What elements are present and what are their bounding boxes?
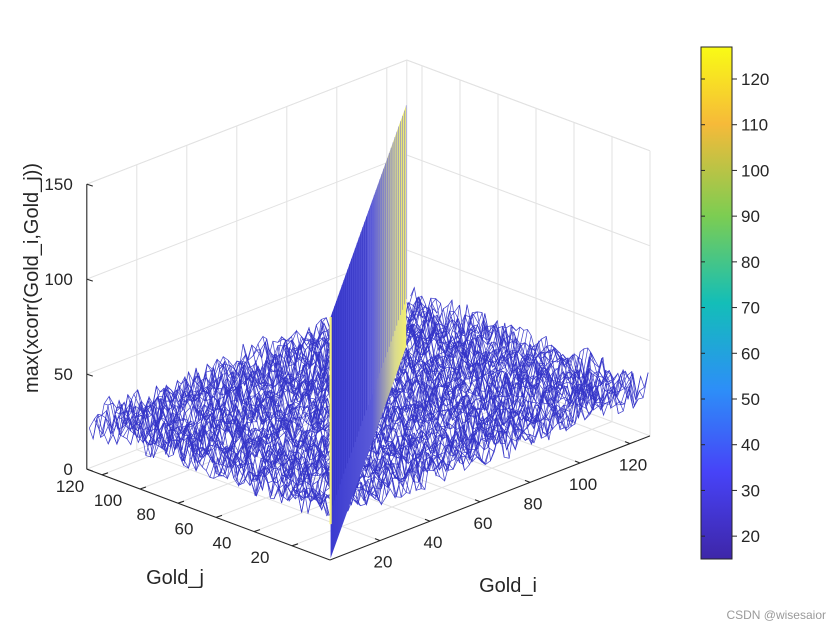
mesh-line: [406, 296, 634, 409]
x-axis-label: Gold_i: [479, 575, 537, 597]
colorbar-tick-label: 120: [741, 70, 769, 89]
mesh-line: [350, 356, 600, 473]
x-tick-label: 100: [569, 475, 597, 494]
mesh-line: [367, 335, 547, 424]
colorbar-tick-label: 80: [741, 253, 760, 272]
mesh-line: [364, 413, 460, 472]
mesh-line: [356, 351, 581, 466]
z-tick-label: 100: [44, 270, 72, 289]
mesh-line: [349, 357, 604, 479]
x-tick-label: 40: [424, 533, 443, 552]
x-tick-label: 80: [524, 494, 543, 513]
mesh-line: [369, 341, 540, 422]
mesh-line: [379, 325, 509, 393]
z-tick-label: 0: [63, 460, 72, 479]
y-tick: [215, 514, 223, 518]
y-tick: [177, 500, 185, 504]
mesh-line: [108, 396, 332, 508]
mesh-line: [353, 353, 592, 472]
y-tick: [253, 529, 261, 533]
colorbar-tick-label: 70: [741, 299, 760, 318]
mesh-line: [372, 335, 532, 419]
mesh-line: [355, 348, 585, 451]
y-gridline: [291, 136, 613, 547]
z-tick: [86, 468, 93, 472]
x-gridline: [136, 164, 381, 542]
mesh-line: [388, 313, 479, 369]
y-axis-line: [86, 468, 331, 561]
box-edge: [86, 59, 651, 185]
x-tick: [624, 441, 631, 445]
z-gridline: [86, 59, 651, 185]
mesh-line: [322, 503, 329, 516]
mesh-line: [363, 360, 558, 433]
colorbar-tick-label: 50: [741, 390, 760, 409]
x-tick: [424, 518, 431, 522]
mesh-line: [401, 302, 438, 333]
mesh-line: [370, 336, 536, 424]
mesh-line: [338, 370, 638, 514]
mesh-line: [374, 330, 525, 413]
z-tick: [86, 278, 93, 282]
colorbar-tick-label: 110: [741, 116, 768, 135]
mesh-line: [351, 351, 596, 476]
y-tick: [291, 543, 299, 547]
x-tick-label: 60: [474, 514, 493, 533]
y-axis-label: Gold_j: [146, 567, 204, 589]
y-tick: [139, 486, 147, 490]
colorbar: 20 30 40 50 60 70 80 90 100 110 120: [700, 46, 769, 560]
z-tick-label: 50: [54, 365, 73, 384]
y-gridline: [177, 94, 499, 504]
mesh-line: [409, 287, 415, 305]
colorbar-ticks: 20 30 40 50 60 70 80 90 100 110 120: [701, 70, 769, 546]
mesh-line: [404, 298, 430, 331]
z-axis-label: max(xcorr(Gold_i,Gold_j)): [21, 163, 43, 393]
mesh-line: [335, 372, 649, 517]
x-tick: [474, 499, 481, 503]
z-tick: [86, 183, 93, 187]
mesh-line: [408, 308, 419, 322]
colorbar-tick-label: 90: [741, 207, 760, 226]
colorbar-tick-label: 40: [741, 436, 760, 455]
mesh-line: [377, 324, 517, 404]
y-tick-label: 100: [94, 491, 122, 510]
y-tick-label: 40: [213, 534, 232, 553]
x-tick: [574, 460, 581, 464]
x-axis-line: [329, 435, 651, 561]
colorbar-tick-label: 60: [741, 344, 760, 363]
mesh-line: [360, 349, 570, 446]
x-tick-label: 20: [374, 553, 393, 572]
y-tick-label: 80: [137, 505, 156, 524]
y-tick-label: 60: [175, 519, 194, 538]
y-tick-label: 120: [56, 477, 84, 496]
mesh-line: [361, 347, 566, 445]
mesh-line: [375, 327, 521, 401]
x-tick-label: 120: [619, 456, 647, 475]
y-tick-label: 20: [251, 548, 270, 567]
x-tick: [524, 479, 531, 483]
mesh-line: [405, 304, 427, 323]
x-tick: [374, 538, 381, 542]
mesh-line: [311, 494, 332, 511]
mesh-line: [358, 356, 577, 455]
mesh-line: [88, 415, 328, 517]
colorbar-tick-label: 100: [741, 161, 769, 180]
z-tick-label: 150: [44, 175, 72, 194]
colorbar-tick-label: 20: [741, 527, 760, 546]
mesh-line: [406, 295, 423, 318]
mesh-line: [384, 317, 494, 375]
mesh-line: [307, 487, 333, 514]
x-gridline: [236, 125, 481, 503]
y-tick: [101, 472, 109, 476]
colorbar-scale: [700, 46, 733, 560]
mesh-line: [385, 313, 491, 386]
diagonal-ridge: [329, 105, 407, 559]
mesh-line: [342, 369, 626, 494]
mesh-line: [403, 296, 434, 328]
watermark: CSDN @wisesaior: [726, 608, 826, 622]
z-tick: [86, 373, 93, 377]
colorbar-tick-label: 30: [741, 481, 760, 500]
